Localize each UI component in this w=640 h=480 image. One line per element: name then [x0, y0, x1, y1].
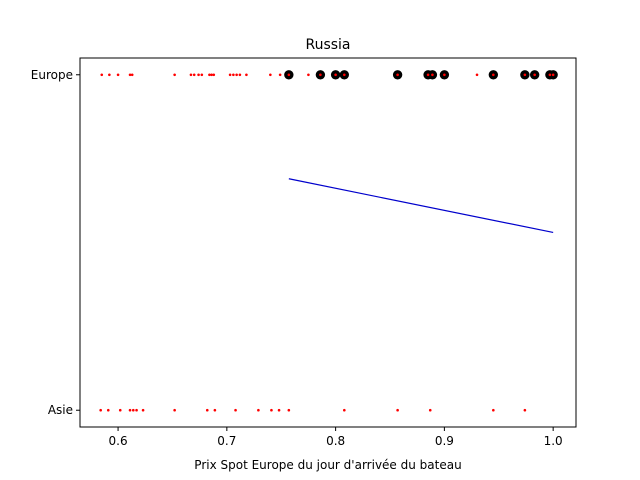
data-point-small — [287, 408, 291, 412]
data-point-small — [200, 73, 204, 77]
data-point-small — [334, 73, 337, 77]
data-point-small — [213, 408, 217, 412]
data-point-small — [189, 73, 193, 77]
data-point-small — [173, 408, 176, 412]
data-point-small — [270, 408, 273, 412]
data-point-small — [307, 73, 310, 77]
data-point-small — [106, 408, 110, 412]
data-point-small — [492, 73, 495, 77]
data-point-small — [205, 408, 209, 412]
data-point-small — [130, 73, 134, 77]
y-tick-label: Europe — [31, 68, 73, 82]
data-point-small — [443, 73, 446, 77]
data-point-small — [116, 73, 120, 77]
data-point-small — [257, 408, 260, 412]
data-point-small — [431, 73, 434, 77]
x-tick-label: 0.9 — [435, 434, 454, 448]
data-point-small — [141, 408, 145, 412]
data-point-small — [212, 73, 216, 77]
chart-title: Russia — [305, 37, 350, 53]
x-tick-label: 1.0 — [544, 434, 563, 448]
data-point-small — [128, 408, 132, 412]
data-point-small — [208, 73, 211, 77]
data-point-small — [228, 73, 232, 77]
data-point-small — [131, 408, 135, 412]
data-point-small — [245, 73, 248, 77]
data-point-small — [118, 408, 122, 412]
data-point-small — [523, 73, 527, 77]
data-point-small — [426, 73, 430, 77]
data-point-small — [319, 73, 322, 77]
x-axis-ticks: 0.6 0.7 0.8 0.9 1.0 — [109, 427, 563, 448]
x-axis-label: Prix Spot Europe du jour d'arrivée du ba… — [194, 458, 461, 472]
data-point-small — [492, 408, 495, 412]
y-axis-ticks: Asie Europe — [31, 68, 80, 417]
trend-line — [288, 178, 554, 234]
data-point-small — [548, 73, 552, 77]
plot-layer — [99, 70, 558, 412]
y-tick-label: Asie — [48, 403, 73, 417]
data-point-small — [100, 73, 104, 77]
data-point-small — [108, 73, 111, 77]
data-point-small — [235, 73, 238, 77]
data-point-small — [197, 73, 200, 77]
x-tick-label: 0.6 — [109, 434, 128, 448]
data-point-small — [396, 408, 399, 412]
data-point-small — [238, 73, 242, 77]
data-point-small — [428, 408, 432, 412]
data-point-small — [523, 408, 527, 412]
data-point-small — [173, 73, 176, 77]
data-point-small — [232, 73, 235, 77]
data-point-small — [343, 73, 346, 77]
data-point-small — [234, 408, 237, 412]
data-point-small — [396, 73, 399, 77]
data-point-small — [128, 73, 132, 77]
x-tick-label: 0.7 — [217, 434, 236, 448]
data-point-small — [135, 408, 138, 412]
data-point-small — [192, 73, 196, 77]
data-point-small — [99, 408, 102, 412]
data-point-small — [278, 73, 282, 77]
x-tick-label: 0.8 — [326, 434, 345, 448]
data-point-small — [277, 408, 281, 412]
data-point-small — [533, 73, 536, 77]
data-point-small — [343, 408, 346, 412]
data-point-small — [475, 73, 479, 77]
data-point-small — [551, 73, 555, 77]
data-point-small — [287, 73, 291, 77]
data-point-small — [210, 73, 213, 77]
plot-frame — [79, 57, 577, 428]
data-point-small — [269, 73, 272, 77]
